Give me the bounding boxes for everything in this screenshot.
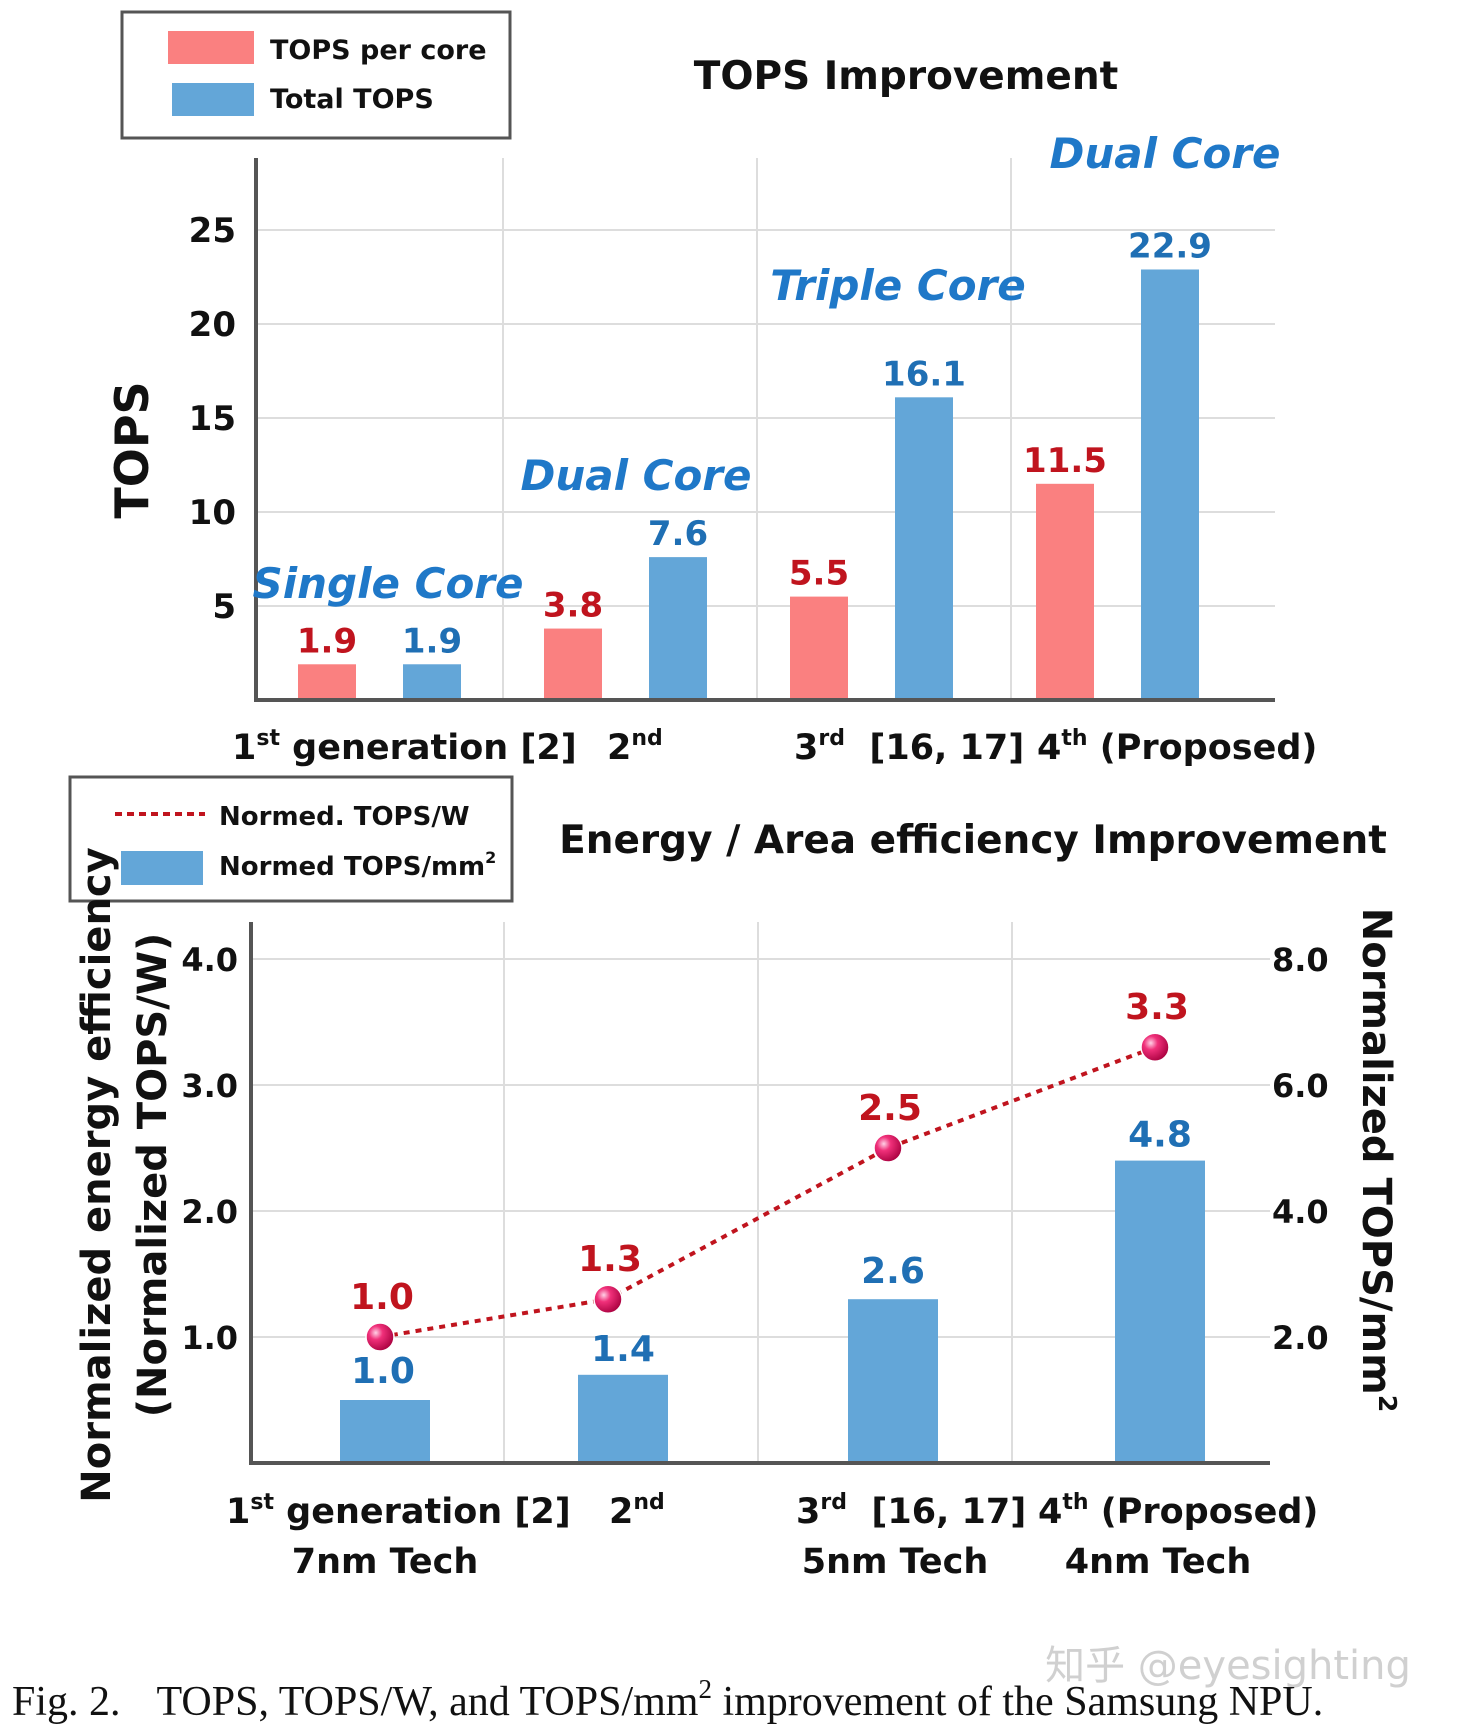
efficiency-left-y-tick-2.0: 2.0 (181, 1193, 238, 1231)
tops-y-tick-15: 15 (189, 399, 236, 439)
efficiency-chart-title: Energy / Area efficiency Improvement (559, 818, 1387, 863)
efficiency-right-y-tick-2.0: 2.0 (1272, 1319, 1329, 1357)
efficiency-bar-tops-per-mm2-3 (848, 1299, 938, 1463)
figure-caption: Fig. 2. TOPS, TOPS/W, and TOPS/mm2 improv… (12, 1674, 1323, 1725)
efficiency-bar-label-2: 1.4 (591, 1329, 655, 1370)
tops-y-tick-5: 5 (212, 587, 236, 627)
efficiency-right-y-axis-label: Normalized TOPS/mm2 (1353, 908, 1402, 1413)
efficiency-x-label-2nd: 2nd (609, 1490, 665, 1532)
annotation-dual-core-4th: Dual Core (1050, 129, 1281, 178)
tops-data-label-total-2: 7.6 (648, 514, 708, 554)
efficiency-line-label-2: 1.3 (578, 1239, 642, 1280)
annotation-dual-core-2nd: Dual Core (521, 451, 752, 500)
legend-swatch-tops-per-mm2 (121, 851, 203, 885)
tops-bar-total-2 (649, 557, 707, 700)
tops-bar-per-core-4 (1036, 483, 1094, 700)
efficiency-bar-tops-per-mm2-2 (578, 1374, 668, 1463)
efficiency-right-y-tick-6.0: 6.0 (1272, 1067, 1329, 1105)
annotation-single-core: Single Core (253, 559, 524, 608)
efficiency-x-label-3rd: 3rd [16, 17] (796, 1490, 1026, 1532)
legend-swatch-total-tops (172, 83, 254, 116)
tops-bar-per-core-1 (298, 664, 356, 700)
efficiency-left-y-tick-1.0: 1.0 (181, 1319, 238, 1357)
efficiency-legend-box (68, 775, 514, 903)
annotation-triple-core: Triple Core (770, 261, 1026, 310)
legend-label-tops-per-mm2: Normed TOPS/mm2 (219, 848, 496, 882)
tops-x-label-2nd: 2nd (607, 726, 663, 768)
tops-data-label-total-3: 16.1 (882, 354, 966, 394)
efficiency-x-label-1st: 1st generation [2] (226, 1490, 571, 1532)
efficiency-left-y-tick-4.0: 4.0 (181, 941, 238, 979)
efficiency-line-point-1 (365, 1322, 395, 1352)
legend-label-tops-per-watt: Normed. TOPS/W (219, 802, 470, 832)
legend-label-tops-per-core: TOPS per core (270, 35, 487, 66)
efficiency-line-label-1: 1.0 (350, 1277, 414, 1318)
tops-bar-total-4 (1141, 269, 1199, 700)
efficiency-x-label-4th: 4th (Proposed) (1038, 1490, 1318, 1532)
efficiency-line-point-2 (593, 1284, 623, 1314)
efficiency-bar-label-4: 4.8 (1128, 1115, 1192, 1156)
tops-data-label-total-1: 1.9 (402, 621, 462, 661)
efficiency-line-label-4: 3.3 (1125, 987, 1189, 1028)
tops-data-label-per-core-2: 3.8 (543, 586, 603, 626)
efficiency-right-y-tick-4.0: 4.0 (1272, 1193, 1329, 1231)
tops-x-label-3rd: 3rd [16, 17] (794, 726, 1024, 768)
efficiency-line-point-4 (1140, 1032, 1170, 1062)
tops-x-label-1st: 1st generation [2] (232, 726, 577, 768)
tops-bar-total-3 (895, 397, 953, 700)
efficiency-x-tech-4th: 4nm Tech (1065, 1542, 1252, 1582)
efficiency-line-label-3: 2.5 (858, 1088, 922, 1129)
legend-swatch-tops-per-core (168, 31, 254, 64)
legend-label-total-tops: Total TOPS (270, 84, 434, 115)
efficiency-y-axis-label-line1: Normalized energy efficiency (74, 847, 120, 1502)
efficiency-line-tops-per-watt (379, 1045, 1156, 1339)
efficiency-bar-tops-per-mm2-4 (1115, 1160, 1205, 1463)
efficiency-x-tech-3rd: 5nm Tech (802, 1542, 989, 1582)
tops-y-tick-10: 10 (189, 493, 236, 533)
tops-y-tick-20: 20 (189, 305, 236, 345)
tops-x-label-4th: 4th (Proposed) (1037, 726, 1317, 768)
tops-legend-box (120, 10, 512, 140)
efficiency-bar-label-3: 2.6 (861, 1251, 925, 1292)
efficiency-right-y-tick-8.0: 8.0 (1272, 941, 1329, 979)
efficiency-chart: Normed. TOPS/W Normed TOPS/mm2 Energy / … (68, 775, 1402, 1582)
tops-data-label-per-core-4: 11.5 (1023, 441, 1107, 481)
efficiency-y-axis-label-line2: (Normalized TOPS/W) (130, 933, 176, 1417)
tops-bar-per-core-3 (790, 596, 848, 700)
tops-y-tick-25: 25 (189, 211, 236, 251)
tops-chart-title: TOPS Improvement (694, 54, 1118, 99)
efficiency-bar-label-1: 1.0 (351, 1351, 415, 1392)
tops-data-label-per-core-3: 5.5 (789, 554, 849, 594)
efficiency-bar-tops-per-mm2-1 (340, 1400, 430, 1463)
efficiency-x-tech-1st: 7nm Tech (292, 1542, 479, 1582)
tops-data-label-total-4: 22.9 (1128, 226, 1212, 266)
tops-bar-per-core-2 (544, 628, 602, 700)
watermark: 知乎 @eyesighting (1045, 1643, 1411, 1689)
tops-bar-total-1 (403, 664, 461, 700)
efficiency-line-point-3 (873, 1133, 903, 1163)
tops-chart: TOPS per core Total TOPS TOPS Improvemen… (105, 10, 1317, 768)
efficiency-left-y-tick-3.0: 3.0 (181, 1067, 238, 1105)
tops-data-label-per-core-1: 1.9 (297, 621, 357, 661)
tops-y-axis-label: TOPS (105, 381, 159, 518)
